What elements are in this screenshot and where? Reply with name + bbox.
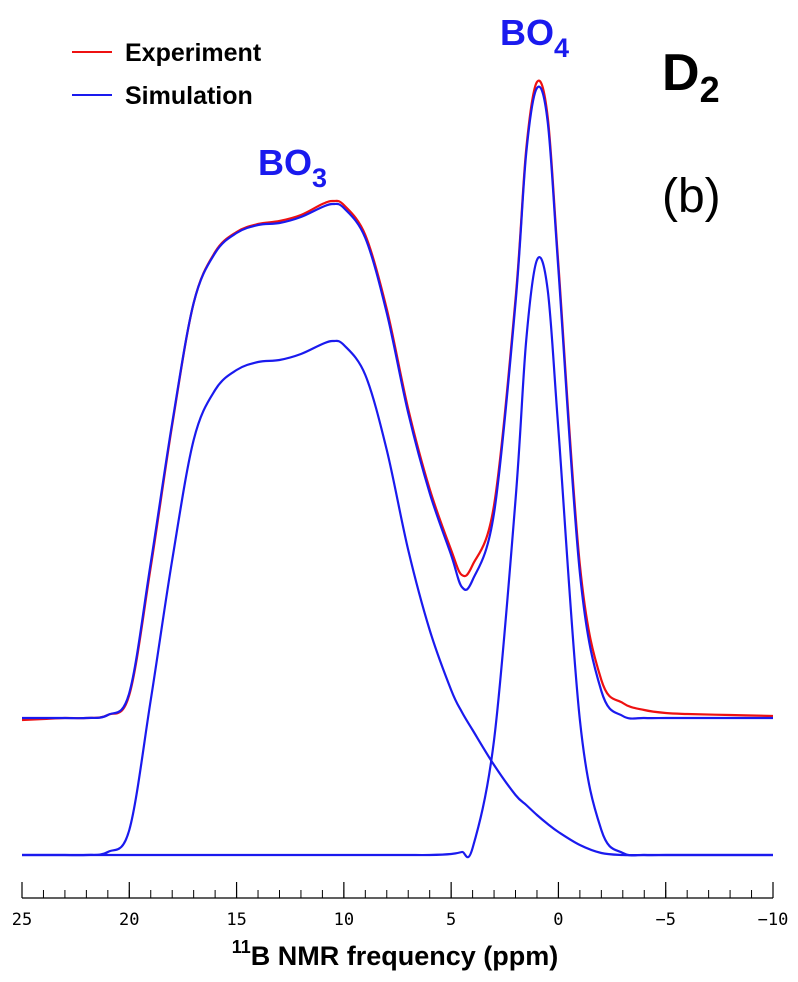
spectrum-line — [22, 339, 773, 857]
x-tick-label: 5 — [446, 910, 456, 930]
annotation-sub: 3 — [312, 163, 327, 193]
x-label-sup: 11 — [232, 937, 251, 957]
x-tick-label: 0 — [553, 910, 563, 930]
peak-annotation: BO3 — [258, 142, 327, 193]
panel-label-sub: 2 — [700, 69, 720, 110]
x-tick-label: 10 — [334, 910, 354, 930]
legend-label: Simulation — [125, 82, 253, 110]
x-label-text: B NMR frequency (ppm) — [251, 941, 559, 971]
spectrum-line — [22, 85, 773, 720]
panel-label-text: D — [662, 44, 700, 102]
spectrum-line — [21, 79, 774, 722]
x-tick-label: 25 — [12, 910, 32, 930]
x-tick-label: 20 — [119, 910, 139, 930]
panel-label: D2 — [662, 44, 720, 110]
spectrum-line — [22, 256, 773, 859]
x-tick-label: 15 — [226, 910, 246, 930]
x-tick-label: −10 — [758, 910, 789, 930]
x-tick-label: −5 — [655, 910, 675, 930]
subplot-label: (b) — [662, 170, 721, 223]
annotation-text: BO — [500, 12, 554, 53]
annotation-sub: 4 — [554, 33, 569, 63]
peak-annotation: BO4 — [500, 12, 569, 63]
annotation-text: BO — [258, 142, 312, 183]
legend-label: Experiment — [125, 39, 262, 67]
x-axis-label: 11B NMR frequency (ppm) — [232, 937, 559, 971]
